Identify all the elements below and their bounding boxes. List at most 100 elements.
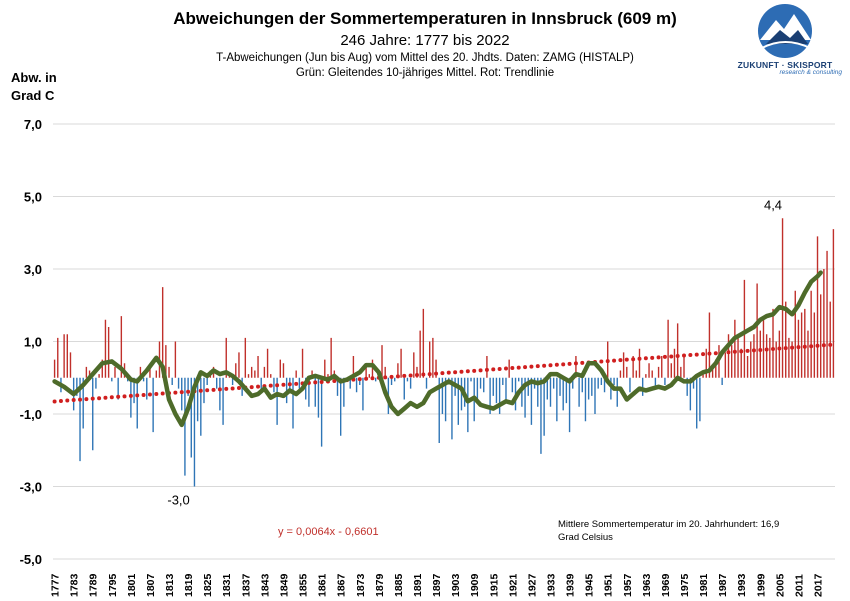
trend-point: [205, 388, 210, 393]
x-tick-label: 1813: [164, 573, 176, 597]
trend-point: [313, 380, 318, 385]
x-tick-label: 1789: [88, 573, 100, 597]
x-tick-label: 1855: [298, 573, 310, 597]
trend-point: [516, 365, 521, 370]
trend-point: [732, 349, 737, 354]
trend-point: [548, 363, 553, 368]
trend-point: [173, 390, 178, 395]
mountain-logo-icon: [758, 4, 812, 58]
trend-point: [446, 370, 451, 375]
trend-point: [224, 386, 229, 391]
data-source-line: T-Abweichungen (Jun bis Aug) vom Mittel …: [216, 52, 634, 64]
y-tick-label: -3,0: [20, 480, 42, 495]
trend-point: [97, 396, 102, 401]
trend-point: [103, 395, 108, 400]
y-tick-label: 5,0: [24, 190, 42, 205]
chart-subtitle: 246 Jahre: 1777 bis 2022: [340, 32, 510, 49]
x-tick-label: 1837: [240, 573, 252, 597]
trend-point: [230, 386, 235, 391]
trend-point: [84, 397, 89, 402]
trend-point: [542, 363, 547, 368]
trend-point: [771, 347, 776, 352]
trend-point: [90, 396, 95, 401]
trend-point: [637, 356, 642, 361]
trend-point: [160, 391, 165, 396]
x-tick-label: 1807: [145, 573, 157, 597]
x-tick-label: 1909: [469, 573, 481, 597]
grid-lines: [53, 123, 835, 560]
y-tick-label: 1,0: [24, 335, 42, 350]
trend-point: [281, 382, 286, 387]
x-tick-label: 1891: [412, 573, 424, 597]
trend-point: [656, 355, 661, 360]
trend-point: [675, 353, 680, 358]
trend-point: [198, 388, 203, 393]
trend-point: [802, 344, 807, 349]
trend-point: [408, 373, 413, 378]
min-value-label: -3,0: [167, 493, 189, 508]
trend-point: [783, 346, 788, 351]
x-tick-label: 1921: [507, 573, 519, 597]
trend-point: [268, 383, 273, 388]
x-tick-label: 1999: [755, 573, 767, 597]
x-tick-label: 1879: [374, 573, 386, 597]
trend-point: [472, 368, 477, 373]
x-tick-label: 1795: [107, 573, 119, 597]
trend-point: [815, 343, 820, 348]
x-tick-label: 1849: [278, 573, 290, 597]
trend-point: [777, 346, 782, 351]
trend-point: [567, 361, 572, 366]
trend-point: [65, 398, 70, 403]
brand-logo: ZUKUNFT · SKISPORT research & consulting: [724, 0, 846, 80]
trend-point: [726, 350, 731, 355]
y-tick-label: 3,0: [24, 262, 42, 277]
trend-point: [58, 398, 63, 403]
x-tick-labels: 1777 1783 1789 1795 1801 1807 1813 1819 1825 1831…: [50, 573, 825, 597]
trend-point: [688, 353, 693, 358]
trend-point: [828, 342, 833, 347]
trend-point: [275, 383, 280, 388]
x-tick-label: 1873: [355, 573, 367, 597]
trend-point: [809, 344, 814, 349]
logo-tagline: research & consulting: [779, 69, 842, 76]
x-tick-label: 1981: [698, 573, 710, 597]
trend-point: [510, 366, 515, 371]
trend-point: [650, 355, 655, 360]
chart-title: Abweichungen der Sommertemperaturen in I…: [173, 9, 677, 28]
trend-point: [624, 357, 629, 362]
x-tick-label: 1831: [221, 573, 233, 597]
trend-point: [758, 347, 763, 352]
trend-point: [186, 389, 191, 394]
trend-point: [147, 392, 152, 397]
trend-point: [414, 372, 419, 377]
trend-point: [434, 371, 439, 376]
x-tick-label: 2011: [793, 574, 805, 597]
trend-point: [599, 359, 604, 364]
trend-point: [478, 368, 483, 373]
trend-point: [535, 364, 540, 369]
trend-point: [389, 374, 394, 379]
x-tick-label: 1975: [679, 573, 691, 597]
trend-point: [484, 367, 489, 372]
trend-point: [465, 369, 470, 374]
x-tick-label: 1903: [450, 573, 462, 597]
y-tick-label: 7,0: [24, 117, 42, 132]
trend-point: [109, 395, 114, 400]
x-tick-label: 1933: [545, 573, 557, 597]
x-tick-label: 2017: [813, 573, 825, 597]
trend-point: [287, 382, 292, 387]
trend-point: [751, 348, 756, 353]
trend-point: [52, 399, 57, 404]
trend-point: [135, 393, 140, 398]
x-tick-label: 1939: [565, 573, 577, 597]
trend-point: [154, 392, 159, 397]
x-tick-label: 1867: [336, 573, 348, 597]
x-tick-label: 1993: [736, 573, 748, 597]
trend-point: [402, 373, 407, 378]
trendline-equation: y = 0,0064x - 0,6601: [278, 526, 379, 538]
trend-point: [249, 385, 254, 390]
x-tick-label: 1777: [50, 573, 62, 597]
trend-point: [364, 376, 369, 381]
trend-point: [669, 354, 674, 359]
trend-point: [503, 366, 508, 371]
